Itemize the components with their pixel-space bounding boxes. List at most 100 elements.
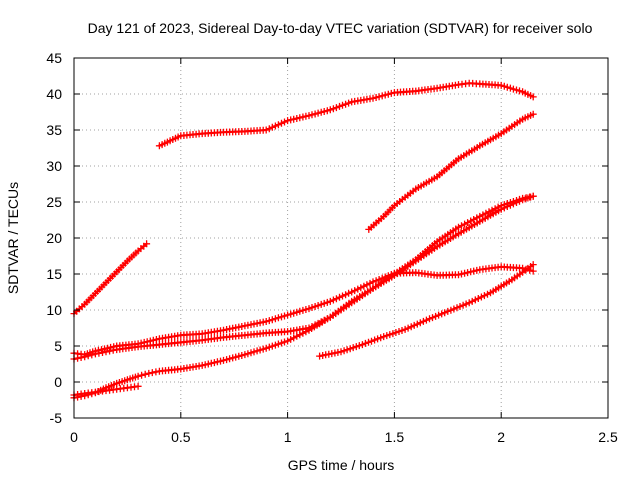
data-point xyxy=(281,118,288,126)
data-point xyxy=(366,279,374,287)
data-point xyxy=(467,268,475,276)
data-point xyxy=(336,293,343,301)
data-point xyxy=(529,93,537,101)
data-point xyxy=(311,110,319,118)
data-point xyxy=(380,333,388,341)
data-point xyxy=(134,382,142,390)
data-point xyxy=(384,90,392,98)
data-point xyxy=(365,338,372,346)
data-point xyxy=(387,89,395,97)
data-point xyxy=(464,269,472,277)
y-tick-label: 10 xyxy=(46,302,62,318)
data-point xyxy=(450,305,458,313)
data-point xyxy=(271,315,279,323)
y-tick-label: 0 xyxy=(54,374,62,390)
data-point xyxy=(339,101,346,109)
data-point xyxy=(332,295,340,303)
data-point xyxy=(250,348,258,356)
data-point xyxy=(345,99,353,107)
data-point xyxy=(204,360,212,368)
y-tick-label: -5 xyxy=(50,410,63,426)
data-point xyxy=(378,92,386,100)
data-point xyxy=(374,335,382,343)
data-point xyxy=(226,355,234,363)
data-point xyxy=(210,359,218,367)
data-point xyxy=(506,84,514,92)
data-point xyxy=(138,371,146,379)
data-point xyxy=(529,192,537,200)
data-point xyxy=(238,323,246,330)
data-point xyxy=(471,296,479,304)
data-point xyxy=(268,342,276,350)
data-point xyxy=(296,307,304,315)
data-point xyxy=(101,345,108,353)
data-point xyxy=(317,108,325,116)
data-point xyxy=(401,325,409,333)
data-point xyxy=(281,338,288,346)
x-tick-label: 0.5 xyxy=(171,429,191,445)
data-point xyxy=(143,240,151,248)
data-point xyxy=(302,306,310,313)
data-point xyxy=(441,309,449,317)
data-point xyxy=(229,354,237,362)
data-point xyxy=(363,281,371,289)
data-point xyxy=(369,94,377,102)
data-point xyxy=(497,205,505,213)
data-point xyxy=(426,315,433,323)
data-point xyxy=(458,270,465,278)
data-point xyxy=(410,321,418,329)
data-point xyxy=(381,91,389,99)
data-point xyxy=(278,119,285,127)
data-point xyxy=(278,339,285,347)
data-point xyxy=(268,316,276,324)
data-point xyxy=(198,361,206,369)
data-point xyxy=(232,353,240,361)
data-point xyxy=(140,338,148,346)
data-point xyxy=(386,331,394,339)
data-point xyxy=(323,298,331,306)
data-point xyxy=(317,300,325,308)
data-point xyxy=(302,328,310,336)
data-point xyxy=(332,104,340,112)
data-point xyxy=(220,326,227,334)
data-point xyxy=(500,204,508,212)
data-point xyxy=(371,336,379,344)
x-axis-title: GPS time / hours xyxy=(288,457,395,473)
data-point xyxy=(235,352,243,360)
data-point xyxy=(287,310,295,318)
series-track-6 xyxy=(70,192,537,402)
data-point xyxy=(342,100,350,108)
data-point xyxy=(134,340,142,348)
data-point xyxy=(223,356,231,364)
y-tick-label: 5 xyxy=(54,338,62,354)
data-point xyxy=(268,123,276,131)
data-point xyxy=(149,336,157,344)
data-point xyxy=(357,284,365,292)
data-point xyxy=(284,117,292,125)
data-point xyxy=(464,219,472,227)
data-point xyxy=(529,110,537,118)
data-point xyxy=(488,206,496,214)
data-point xyxy=(354,285,362,293)
data-point xyxy=(416,319,424,327)
data-point xyxy=(299,306,307,314)
data-point xyxy=(94,346,102,354)
chart-title: Day 121 of 2023, Sidereal Day-to-day VTE… xyxy=(88,20,593,36)
series-track-3 xyxy=(365,110,537,233)
data-point xyxy=(110,343,118,351)
data-point xyxy=(509,85,517,93)
data-point xyxy=(98,346,105,354)
data-point xyxy=(444,307,452,315)
data-point xyxy=(383,332,391,340)
data-point xyxy=(152,336,160,343)
data-point xyxy=(461,269,469,277)
data-point xyxy=(470,267,478,275)
x-tick-label: 2 xyxy=(497,429,505,445)
data-point xyxy=(287,335,295,343)
data-point xyxy=(274,314,282,322)
data-point xyxy=(407,323,415,331)
data-point xyxy=(262,344,270,352)
data-point xyxy=(91,347,99,355)
